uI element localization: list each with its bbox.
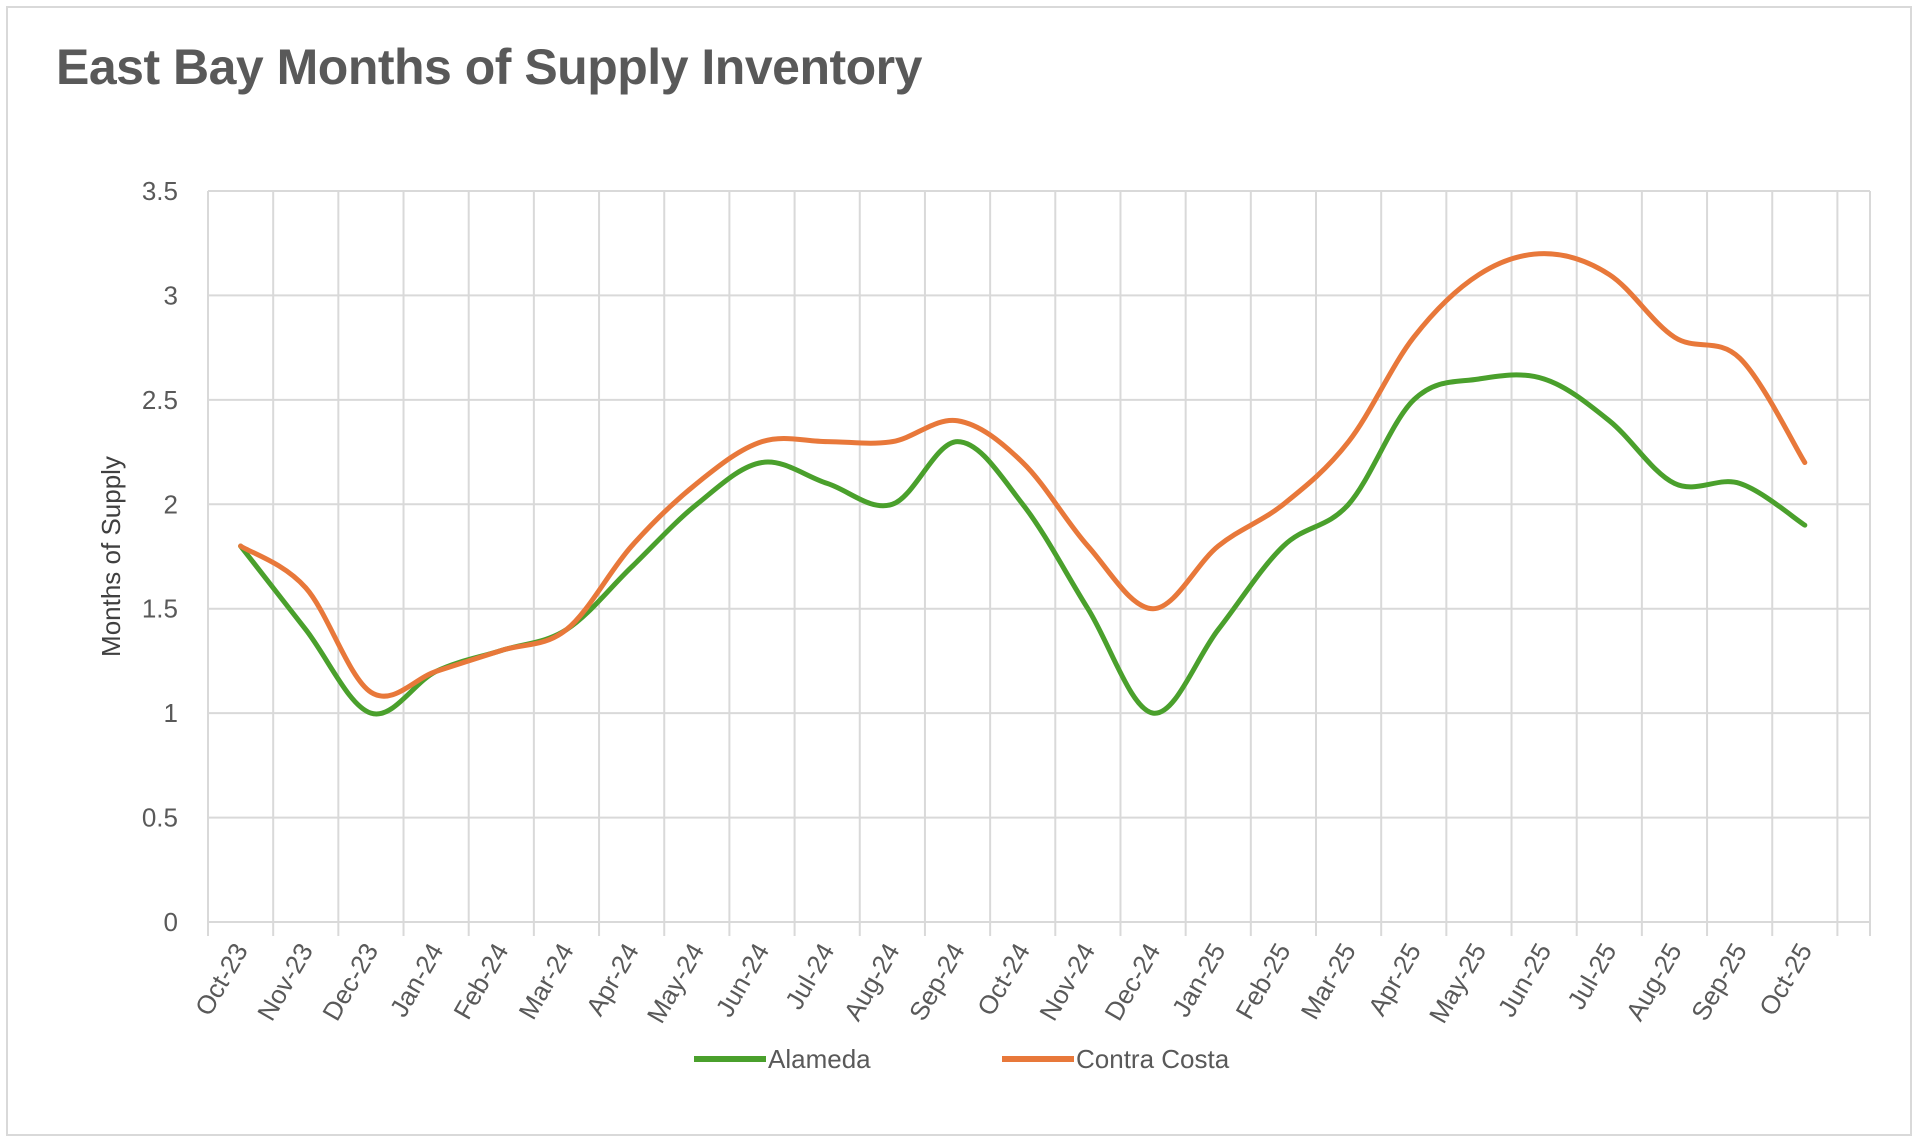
x-tick-label: Apr-24 — [580, 938, 645, 1021]
x-tick-label: Oct-25 — [1753, 938, 1818, 1021]
x-tick-label: Mar-24 — [513, 938, 580, 1024]
y-tick-label: 0 — [164, 907, 178, 937]
x-tick-label: Jan-24 — [384, 938, 450, 1022]
x-tick-label: May-24 — [641, 938, 710, 1028]
y-tick-label: 2 — [164, 489, 178, 519]
y-tick-label: 3 — [164, 280, 178, 310]
x-tick-label: Apr-25 — [1362, 938, 1427, 1021]
x-tick-label: Jul-24 — [779, 938, 840, 1014]
x-tick-label: Jan-25 — [1166, 938, 1232, 1022]
grid-lines — [207, 190, 1871, 936]
x-tick-label: Mar-25 — [1295, 938, 1362, 1024]
series-line-alameda — [238, 372, 1808, 717]
x-tick-label: Jul-25 — [1561, 938, 1622, 1014]
x-tick-label: Dec-24 — [1098, 938, 1166, 1026]
y-axis-title: Months of Supply — [96, 456, 126, 657]
x-tick-label: Oct-23 — [189, 938, 254, 1021]
x-tick-label: Nov-23 — [251, 938, 319, 1026]
chart-title: East Bay Months of Supply Inventory — [56, 39, 922, 95]
y-tick-label: 3.5 — [142, 176, 178, 206]
legend: Alameda Contra Costa — [694, 1044, 1230, 1074]
y-tick-label: 2.5 — [142, 385, 178, 415]
x-tick-label: Feb-24 — [447, 938, 514, 1024]
chart-frame — [6, 6, 1912, 1136]
series-line-contra-costa — [238, 251, 1808, 699]
x-tick-label: Sep-24 — [903, 938, 971, 1026]
legend-label-alameda: Alameda — [768, 1044, 871, 1074]
y-tick-label: 1 — [164, 698, 178, 728]
x-tick-label: May-25 — [1423, 938, 1492, 1028]
x-tick-label: Aug-25 — [1620, 938, 1688, 1026]
x-tick-label: Jun-25 — [1492, 938, 1558, 1022]
y-tick-label: 1.5 — [142, 594, 178, 624]
x-tick-label: Aug-24 — [838, 938, 906, 1026]
legend-label-contra-costa: Contra Costa — [1076, 1044, 1230, 1074]
x-tick-label: Sep-25 — [1685, 938, 1753, 1026]
y-axis-ticks: 0 0.5 1 1.5 2 2.5 3 3.5 — [142, 176, 178, 937]
x-tick-label: Dec-23 — [316, 938, 384, 1026]
x-tick-label: Oct-24 — [971, 938, 1036, 1021]
x-tick-label: Feb-25 — [1229, 938, 1296, 1024]
y-tick-label: 0.5 — [142, 803, 178, 833]
x-tick-label: Jun-24 — [709, 938, 775, 1022]
x-tick-label: Nov-24 — [1033, 938, 1101, 1026]
series-lines — [238, 251, 1808, 717]
